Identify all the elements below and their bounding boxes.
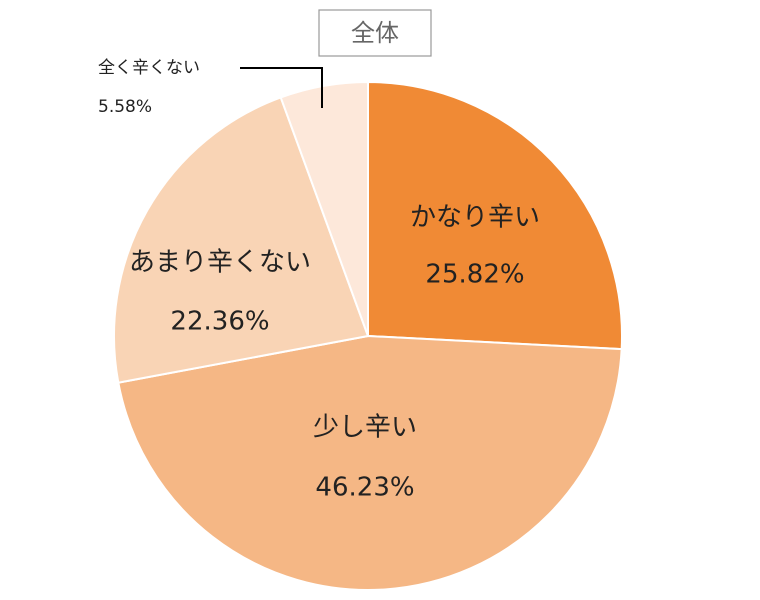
- pie-slice: [117, 334, 623, 591]
- pie-slice: [279, 80, 369, 337]
- slice-label: かなり辛い: [410, 203, 540, 233]
- value-label: 5.58%: [98, 97, 152, 117]
- slice-label: 全く辛くない: [98, 58, 200, 78]
- slice-label: あまり辛くない: [129, 248, 311, 278]
- leader-line: [240, 67, 323, 108]
- pie-slice: [367, 80, 623, 351]
- value-label: 46.23%: [315, 473, 414, 503]
- value-label: 25.82%: [425, 260, 524, 290]
- value-label: 22.36%: [170, 307, 269, 337]
- chart-title: 全体: [351, 19, 399, 47]
- title-box: [318, 9, 432, 57]
- pie-slice: [113, 96, 370, 384]
- slice-label: 少し辛い: [313, 413, 417, 443]
